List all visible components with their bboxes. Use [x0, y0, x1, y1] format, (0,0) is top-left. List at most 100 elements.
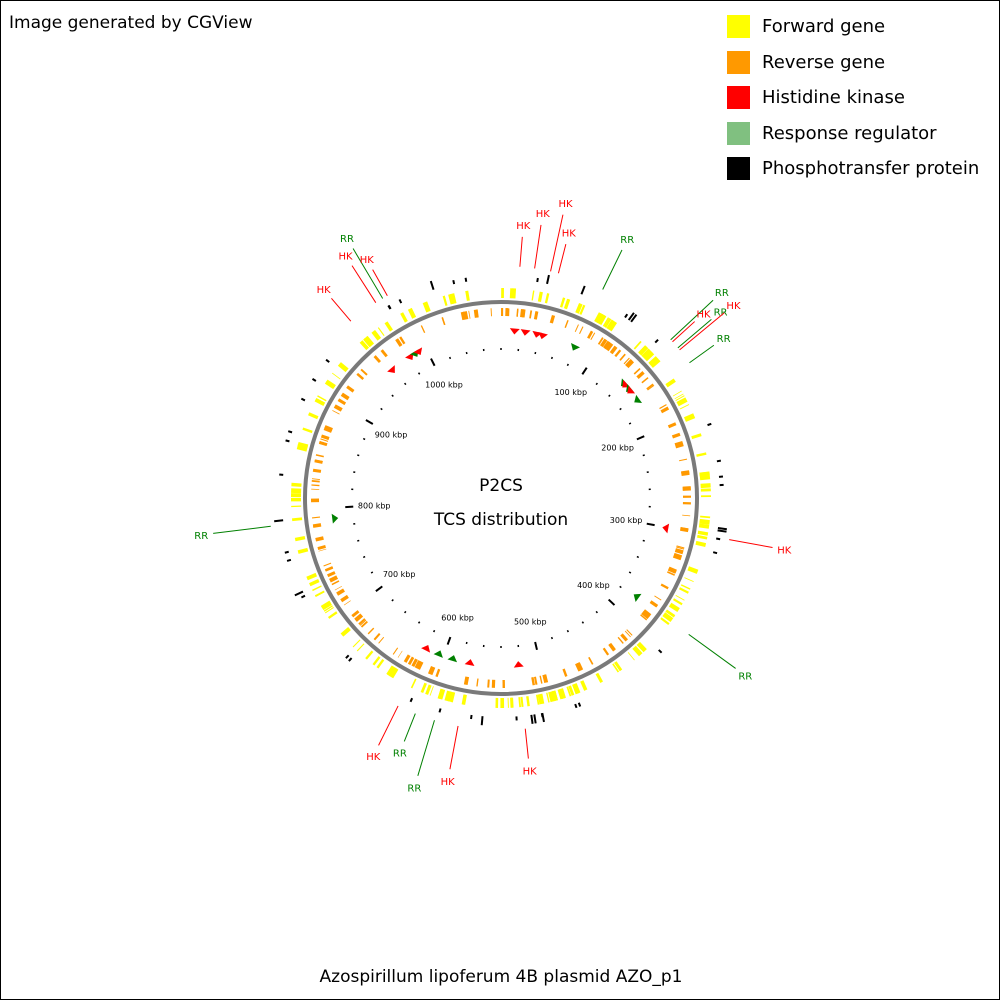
hk-label: HK: [339, 252, 354, 263]
reverse-gene: [577, 666, 580, 668]
forward-gene: [640, 645, 643, 648]
outer-marker-track: [274, 275, 727, 725]
reverse-gene: [318, 460, 319, 463]
reverse-gene: [361, 621, 362, 622]
reverse-gene: [626, 361, 627, 362]
ruler-label: 200 kbp: [601, 444, 634, 453]
forward-gene: [463, 699, 466, 700]
forward-gene: [598, 677, 601, 678]
reverse-gene: [381, 640, 382, 641]
reverse-gene: [628, 634, 629, 635]
reverse-gene: [464, 315, 468, 316]
outer-marker: [531, 715, 532, 724]
ruler-tick: [419, 622, 420, 624]
reverse-gene: [672, 424, 673, 427]
reverse-gene: [653, 603, 655, 605]
response-regulator-marker: [332, 514, 339, 524]
forward-gene: [566, 303, 568, 304]
outer-marker: [713, 552, 717, 553]
reverse-gene: [406, 658, 409, 660]
reverse-gene: [628, 362, 629, 363]
forward-gene: [410, 312, 414, 314]
histidine-kinase-marker: [521, 329, 531, 336]
outer-marker: [439, 709, 440, 713]
forward-gene: [321, 398, 322, 399]
ruler-tick: [620, 408, 622, 409]
forward-gene: [403, 317, 406, 319]
outer-marker: [708, 424, 712, 425]
reverse-gene: [600, 341, 601, 342]
rr-label: RR: [340, 234, 354, 245]
reverse-gene: [376, 636, 378, 637]
reverse-gene: [564, 672, 566, 673]
reverse-gene: [607, 345, 608, 346]
reverse-gene: [684, 528, 685, 532]
reverse-gene: [363, 622, 364, 623]
ruler-tick: [419, 373, 420, 375]
forward-gene: [342, 365, 345, 369]
outer-marker: [431, 281, 434, 290]
forward-gene: [424, 306, 428, 308]
reverse-gene: [629, 632, 630, 633]
forward-gene: [363, 344, 366, 346]
reverse-gene: [344, 395, 346, 398]
forward-gene: [597, 317, 601, 319]
outer-marker: [579, 703, 580, 707]
reverse-gene: [401, 340, 403, 341]
outer-marker: [453, 280, 454, 284]
forward-gene: [605, 322, 606, 323]
feature-leader-line: [331, 298, 350, 321]
hk-label: HK: [562, 229, 577, 240]
forward-gene: [570, 690, 573, 691]
ruler-tick: [376, 586, 382, 591]
reverse-gene: [605, 651, 607, 652]
reverse-gene: [664, 408, 666, 411]
outer-marker: [312, 379, 315, 381]
reverse-gene: [623, 636, 625, 638]
reverse-gene: [649, 386, 650, 387]
outer-marker: [399, 299, 401, 303]
forward-gene: [648, 355, 651, 358]
forward-gene: [300, 537, 301, 540]
reverse-gene: [551, 319, 554, 320]
outer-marker: [537, 278, 538, 282]
forward-gene: [329, 382, 332, 386]
forward-gene: [615, 667, 616, 668]
reverse-gene: [323, 442, 324, 445]
reverse-gene: [672, 568, 673, 571]
ruler-tick: [637, 436, 644, 439]
forward-gene: [670, 381, 672, 384]
ruler-tick: [392, 600, 393, 601]
hk-label: HK: [558, 199, 573, 210]
histidine-kinase-marker: [510, 328, 520, 334]
reverse-gene: [431, 670, 434, 671]
forward-gene: [392, 672, 395, 674]
forward-gene: [704, 524, 705, 528]
reverse-gene: [418, 665, 421, 667]
feature-leader-line: [689, 345, 713, 362]
reverse-gene: [333, 577, 335, 580]
forward-gene: [554, 695, 557, 696]
outer-marker: [285, 552, 289, 553]
hk-label: HK: [697, 309, 712, 320]
forward-gene: [677, 601, 678, 603]
reverse-gene: [543, 678, 546, 679]
reverse-gene: [422, 329, 423, 330]
ruler-label: 800 kbp: [358, 501, 391, 510]
ruler-label: 100 kbp: [554, 388, 587, 397]
outer-marker: [659, 650, 662, 653]
ruler-tick: [582, 622, 583, 624]
reverse-gene: [395, 651, 396, 652]
ruler-tick: [371, 572, 373, 573]
ruler-label: 900 kbp: [375, 431, 408, 440]
reverse-gene: [398, 342, 401, 344]
reverse-gene: [383, 352, 385, 354]
reverse-gene: [592, 336, 593, 337]
outer-marker: [287, 560, 291, 561]
reverse-gene: [465, 680, 469, 681]
backbone-ring: [305, 302, 697, 694]
reverse-gene: [321, 546, 322, 549]
reverse-gene: [603, 343, 605, 344]
